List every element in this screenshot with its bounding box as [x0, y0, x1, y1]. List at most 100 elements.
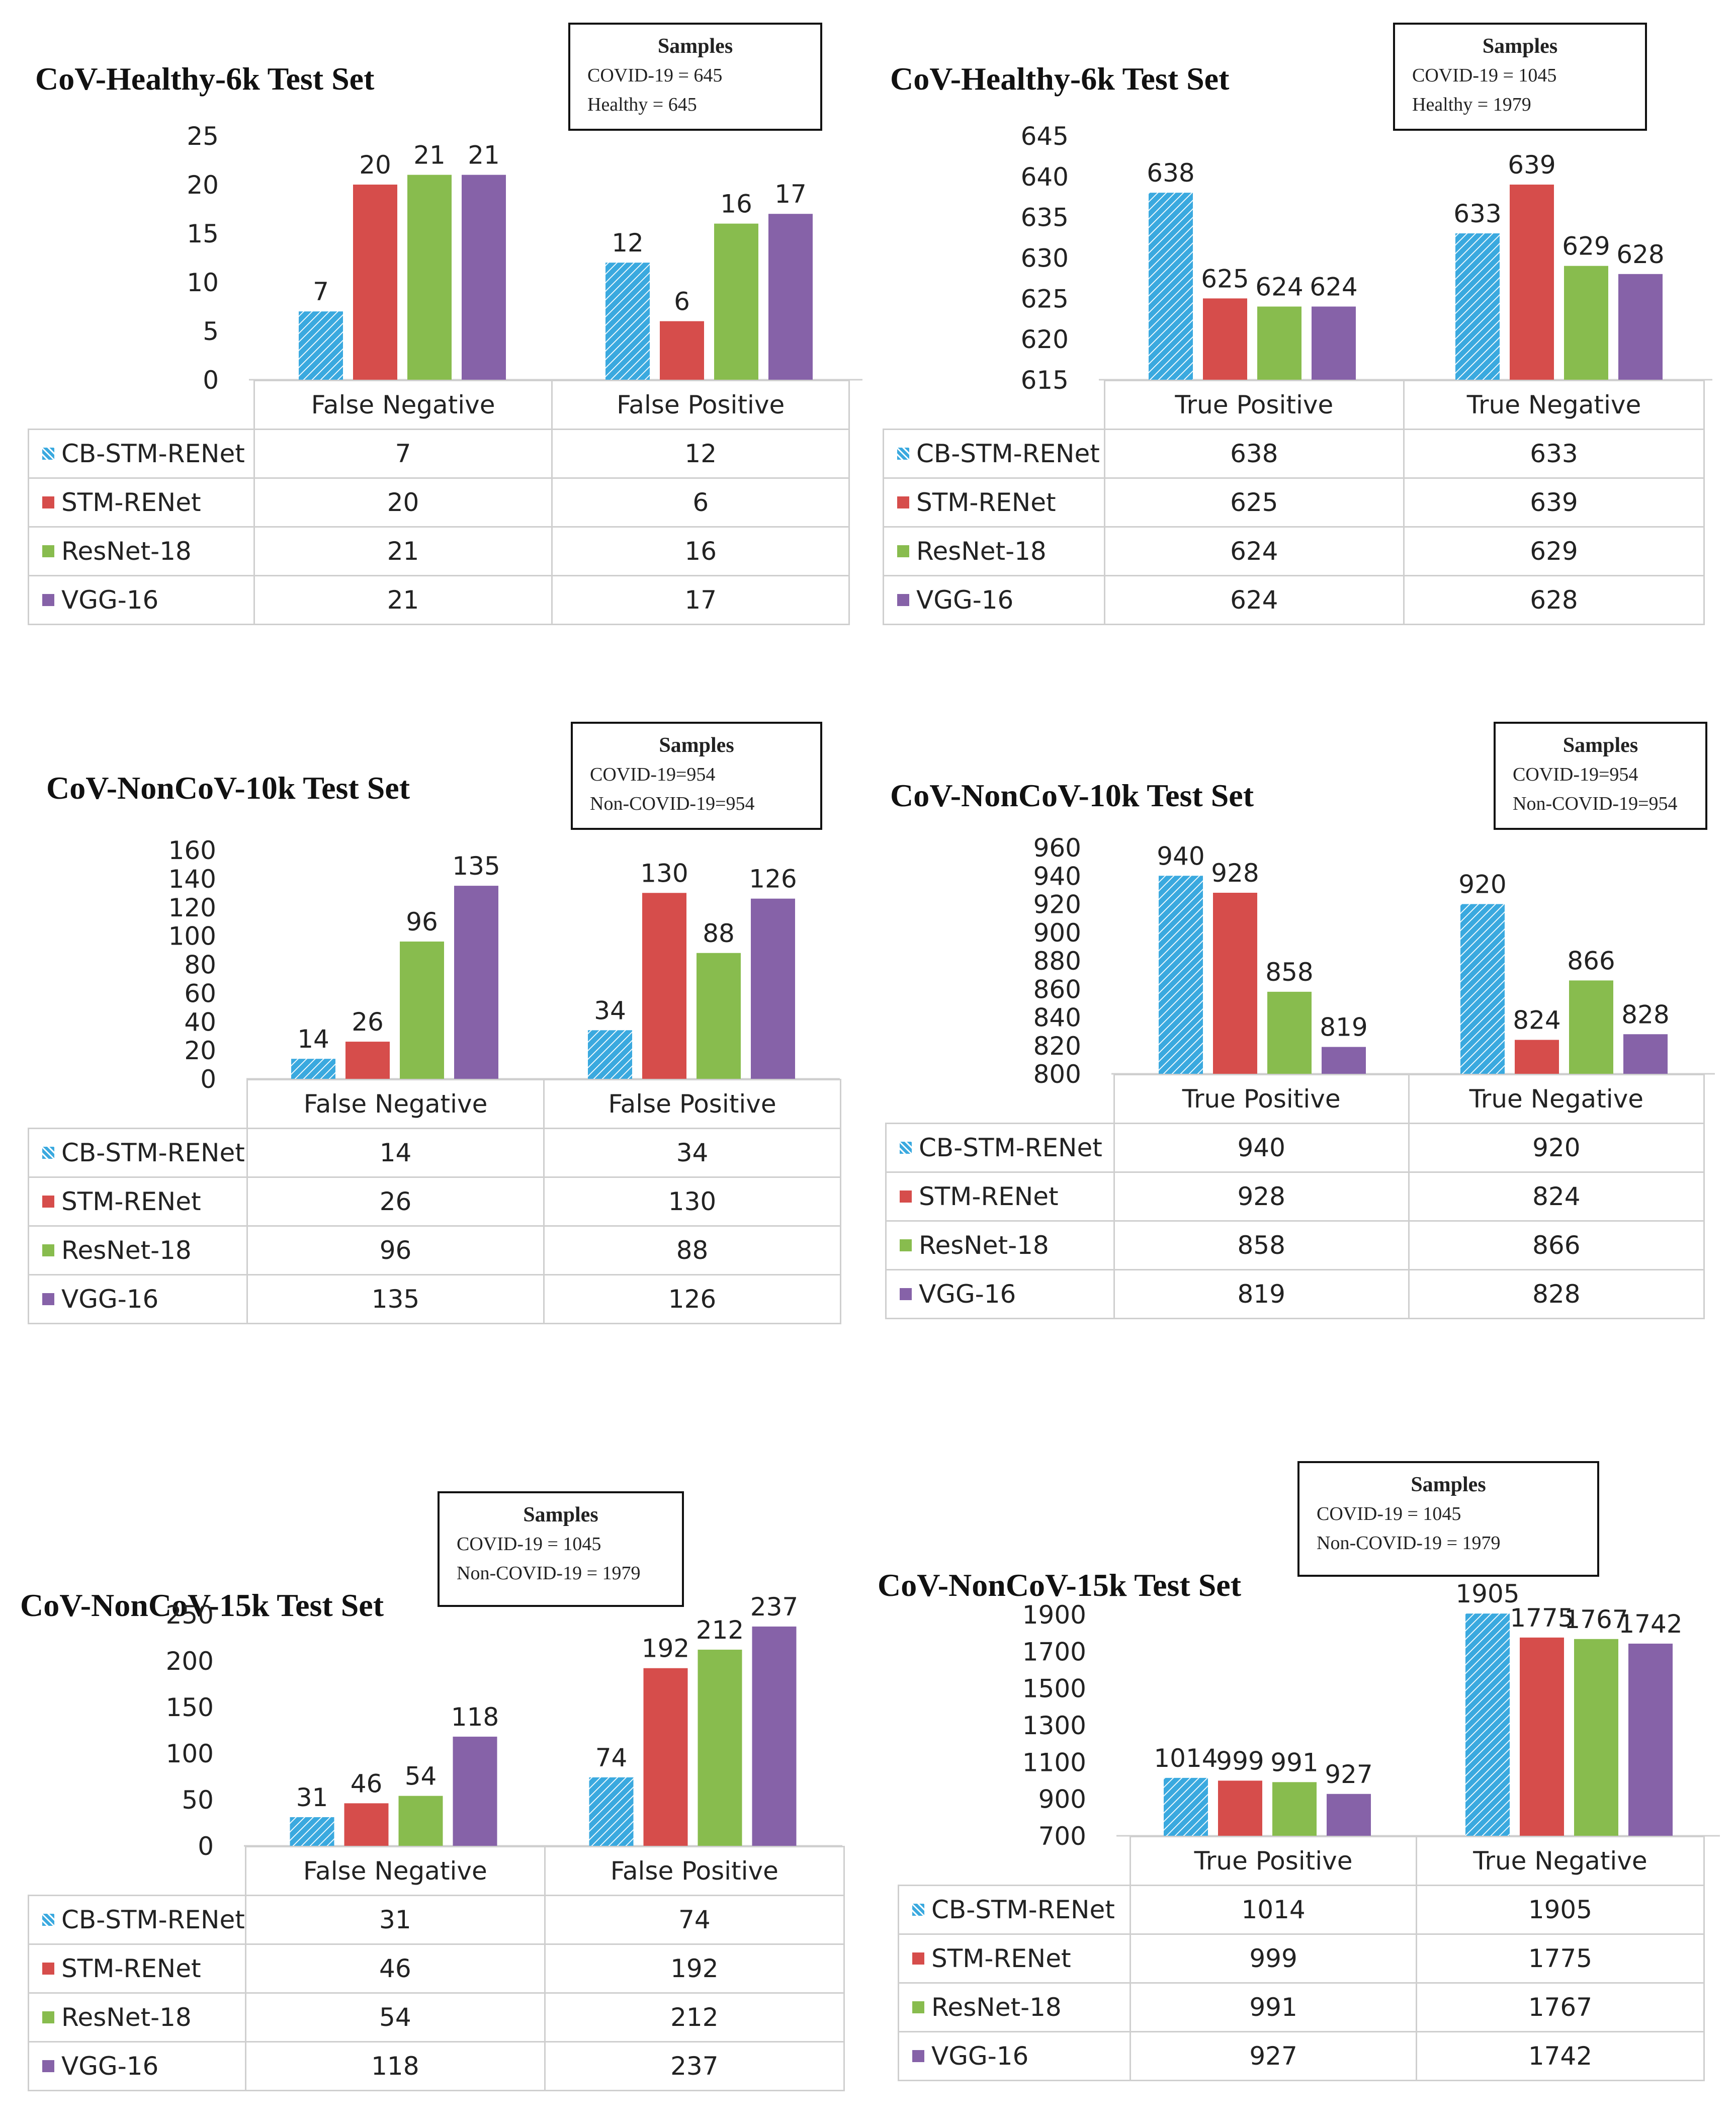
legend-key-swatch	[42, 1146, 54, 1159]
bar	[1327, 1794, 1371, 1836]
bar	[1515, 1040, 1559, 1074]
bar-value-label: 625	[1201, 264, 1249, 293]
legend-entry: VGG-16	[897, 2031, 1132, 2081]
bar-value-label: 628	[1616, 240, 1664, 269]
bar	[1257, 306, 1301, 380]
y-tick-label: 200	[166, 1647, 214, 1676]
y-tick-label: 250	[166, 1600, 214, 1630]
table-corner	[886, 1074, 1115, 1124]
samples-box: Samples COVID-19 = 1045 Non-COVID-19 = 197…	[1297, 1461, 1599, 1577]
legend-entry: ResNet-18	[885, 1220, 1115, 1270]
bar-value-label: 34	[594, 996, 626, 1025]
samples-box: Samples COVID-19=954 Non-COVID-19=954	[571, 722, 822, 830]
table-cell: 633	[1403, 429, 1705, 479]
bar-value-label: 639	[1508, 150, 1555, 180]
table-cell: 54	[244, 1992, 546, 2043]
legend-entry: CB-STM-RENet	[897, 1885, 1132, 1935]
bar	[353, 185, 397, 380]
samples-heading: Samples	[1482, 35, 1558, 58]
table-cell: 824	[1408, 1171, 1705, 1222]
legend-entry: ResNet-18	[28, 1225, 248, 1275]
legend-entry: STM-RENet	[885, 1171, 1115, 1222]
series-name: CB-STM-RENet	[61, 1905, 245, 1934]
bar-value-label: 26	[352, 1007, 384, 1037]
legend-key-swatch	[912, 1903, 924, 1916]
legend-entry: VGG-16	[28, 2041, 246, 2091]
legend-key-swatch	[42, 1962, 54, 1975]
y-tick-label: 15	[187, 219, 219, 248]
samples-box: Samples COVID-19=954 Non-COVID-19=954	[1494, 722, 1707, 830]
series-name: VGG-16	[931, 2042, 1029, 2071]
table-cell: 1014	[1130, 1885, 1417, 1935]
table-cell: 928	[1113, 1171, 1410, 1222]
bar	[398, 1796, 443, 1846]
legend-entry: ResNet-18	[883, 526, 1105, 576]
bar-value-label: 819	[1320, 1013, 1367, 1042]
series-name: VGG-16	[919, 1280, 1016, 1309]
y-tick-label: 920	[1033, 890, 1081, 919]
legend-entry: CB-STM-RENet	[28, 429, 255, 479]
category-label: True Negative	[1408, 1074, 1705, 1124]
table-cell: 638	[1103, 429, 1405, 479]
y-tick-label: 25	[187, 122, 219, 151]
chart-panel-1: CoV-Healthy-6k Test Set Samples COVID-19 =…	[0, 0, 862, 654]
y-tick-label: 860	[1033, 975, 1081, 1004]
table-cell: 6	[551, 477, 850, 528]
bar	[1520, 1637, 1564, 1836]
y-tick-label: 630	[1021, 244, 1069, 273]
legend-key-swatch	[42, 496, 54, 508]
legend-key-swatch	[42, 2060, 54, 2072]
bar-value-label: 237	[750, 1592, 798, 1622]
legend-entry: VGG-16	[885, 1269, 1115, 1319]
category-label: False Negative	[253, 380, 553, 430]
y-tick-label: 20	[184, 1036, 216, 1065]
bar-value-label: 920	[1458, 870, 1506, 899]
table-row: CB-STM-RENet 14 34	[28, 1128, 841, 1178]
category-label: False Negative	[246, 1079, 545, 1129]
bar	[697, 953, 741, 1079]
bar-value-label: 54	[405, 1762, 437, 1791]
bar-value-label: 74	[595, 1743, 628, 1772]
table-cell: 21	[253, 575, 553, 625]
table-cell: 866	[1408, 1220, 1705, 1270]
bar	[698, 1649, 742, 1846]
bar	[642, 893, 686, 1079]
table-row: ResNet-18 96 88	[28, 1225, 841, 1275]
bar	[1569, 980, 1613, 1074]
bar	[643, 1668, 688, 1846]
bar	[1460, 904, 1505, 1074]
table-row: VGG-16 135 126	[28, 1274, 841, 1324]
bar	[1564, 266, 1608, 380]
samples-box: Samples COVID-19 = 645 Healthy = 645	[568, 23, 822, 131]
samples-line: Non-COVID-19 = 1979	[1317, 1533, 1501, 1554]
series-name: VGG-16	[61, 2052, 159, 2081]
table-row: ResNet-18 624 629	[883, 526, 1705, 576]
legend-entry: STM-RENet	[883, 477, 1105, 528]
table-cell: 96	[246, 1225, 545, 1275]
chart-panel-6: CoV-NonCoV-15k Test Set Samples COVID-19 =…	[855, 1438, 1720, 2092]
bar-value-label: 130	[640, 859, 688, 888]
bar-value-label: 824	[1513, 1006, 1560, 1035]
y-tick-label: 80	[184, 951, 216, 980]
bar	[1272, 1782, 1317, 1836]
table-corner	[28, 1846, 246, 1896]
samples-line: COVID-19 = 645	[587, 65, 723, 86]
table-cell: 1742	[1415, 2031, 1705, 2081]
table-cell: 212	[544, 1992, 845, 2043]
bar	[1623, 1034, 1668, 1074]
bar-value-label: 1905	[1455, 1579, 1519, 1608]
samples-heading: Samples	[1563, 734, 1638, 757]
bar-value-label: 31	[296, 1783, 328, 1812]
legend-entry: CB-STM-RENet	[883, 429, 1105, 479]
table-cell: 1775	[1415, 1933, 1705, 1984]
series-name: ResNet-18	[931, 1993, 1062, 2022]
bar-value-label: 21	[468, 141, 500, 170]
bar-value-label: 629	[1562, 232, 1610, 261]
samples-heading: Samples	[1411, 1473, 1486, 1496]
y-tick-label: 840	[1033, 1003, 1081, 1033]
series-name: CB-STM-RENet	[61, 439, 245, 468]
table-corner	[28, 380, 255, 430]
samples-line: COVID-19 = 1045	[1317, 1503, 1461, 1524]
